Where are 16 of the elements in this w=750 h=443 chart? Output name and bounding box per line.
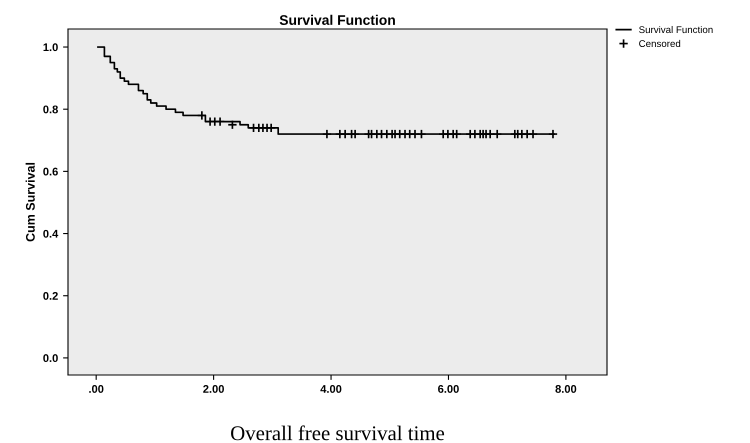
x-tick-label: 8.00 [555, 385, 576, 393]
x-tick-label: .00 [89, 385, 104, 393]
chart-title: Survival Function [280, 14, 395, 25]
y-tick-label: 0.8 [43, 105, 58, 114]
x-tick-label: 2.00 [203, 385, 224, 393]
y-tick-label: 1.0 [44, 43, 58, 52]
x-tick-label: 4.00 [320, 385, 342, 393]
y-tick-label: 0.0 [43, 354, 58, 362]
x-tick-label: 6.00 [438, 385, 459, 393]
x-axis-title: Overall free survival time [231, 425, 444, 440]
y-tick-label: 0.4 [43, 230, 58, 238]
legend-label: Survival Function [639, 26, 713, 34]
y-tick-label: 0.6 [43, 168, 58, 176]
legend-label: Censored [639, 40, 680, 48]
y-axis-title: Cum Survival [26, 162, 35, 242]
y-tick-label: 0.2 [43, 292, 58, 300]
